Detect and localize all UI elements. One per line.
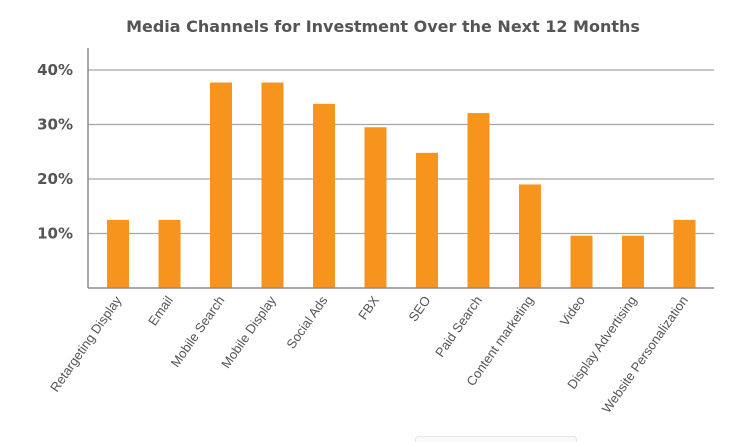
bar-chart: Media Channels for Investment Over the N… [0, 0, 736, 441]
x-tick-label: SEO [405, 293, 433, 324]
chart-title: Media Channels for Investment Over the N… [126, 17, 640, 36]
y-tick-label: 30% [37, 116, 73, 134]
bar-email [159, 220, 181, 288]
bar-seo [416, 153, 438, 288]
x-tick-label: Social Ads [283, 293, 330, 352]
bar-paid-search [468, 113, 490, 288]
bar-mobile-display [262, 83, 284, 288]
bar-retargeting-display [107, 220, 129, 288]
scroll-hint-tab [415, 436, 577, 442]
bar-content-marketing [519, 184, 541, 288]
bar-video [571, 236, 593, 288]
x-tick-label: Mobile Display [218, 293, 279, 371]
bar-mobile-search [210, 83, 232, 288]
bar-display-advertising [622, 236, 644, 288]
y-tick-label: 20% [37, 170, 73, 188]
y-tick-label: 10% [37, 225, 73, 243]
x-tick-label: Video [557, 293, 588, 329]
x-tick-label: Mobile Search [168, 293, 228, 370]
bars [107, 83, 696, 288]
x-tick-label: Website Personalization [599, 293, 691, 416]
y-tick-label: 40% [37, 61, 73, 79]
x-tick-label: Paid Search [432, 293, 485, 360]
x-tick-label: FBX [355, 293, 382, 323]
x-tick-label: Retargeting Display [47, 293, 125, 395]
bar-website-personalization [674, 220, 696, 288]
gridlines [88, 70, 714, 234]
bar-social-ads [313, 104, 335, 288]
x-tick-label: Email [145, 293, 176, 328]
y-axis-ticks: 10% 20% 30% 40% [37, 61, 73, 243]
bar-fbx [365, 127, 387, 288]
